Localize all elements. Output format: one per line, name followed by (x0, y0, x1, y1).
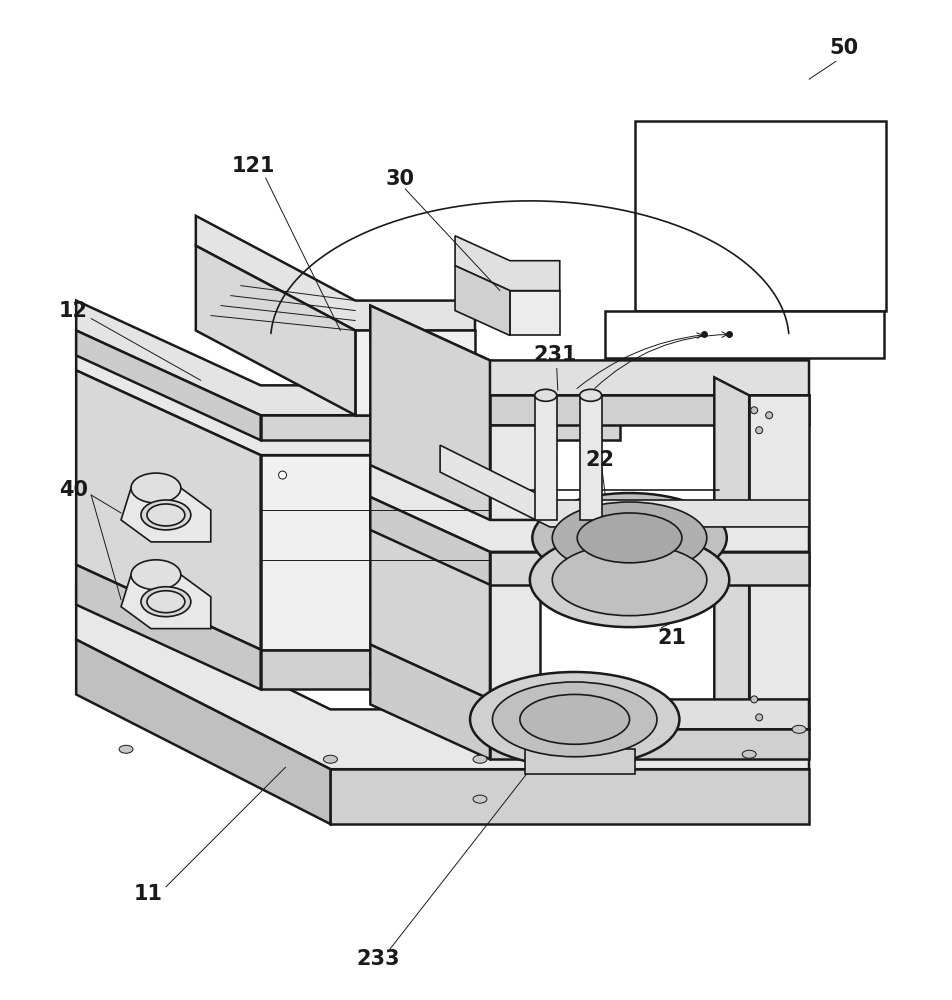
Bar (605, 311, 883, 358)
Bar (535, 395, 557, 520)
Ellipse shape (279, 471, 287, 479)
Ellipse shape (751, 407, 758, 414)
Polygon shape (490, 552, 809, 585)
Bar (525, 749, 635, 774)
Text: 12: 12 (59, 301, 88, 321)
Polygon shape (714, 377, 749, 729)
Ellipse shape (535, 389, 557, 401)
Ellipse shape (147, 504, 185, 526)
Ellipse shape (552, 544, 706, 616)
Polygon shape (490, 395, 809, 425)
Ellipse shape (473, 755, 487, 763)
Text: 22: 22 (585, 450, 614, 470)
Ellipse shape (119, 745, 133, 753)
Polygon shape (261, 650, 490, 689)
Polygon shape (121, 488, 210, 542)
Ellipse shape (792, 725, 806, 733)
Text: 21: 21 (657, 628, 686, 648)
Polygon shape (749, 395, 809, 729)
Polygon shape (76, 370, 261, 650)
Polygon shape (196, 246, 355, 415)
Ellipse shape (743, 750, 756, 758)
Polygon shape (76, 301, 620, 415)
Ellipse shape (141, 500, 190, 530)
Ellipse shape (147, 591, 185, 613)
Polygon shape (76, 330, 261, 440)
Ellipse shape (324, 755, 337, 763)
Ellipse shape (530, 532, 729, 627)
Polygon shape (370, 306, 809, 395)
Polygon shape (76, 585, 809, 769)
Bar (580, 395, 602, 520)
Ellipse shape (765, 412, 773, 419)
Text: 121: 121 (232, 156, 275, 176)
Ellipse shape (141, 587, 190, 617)
Bar (635, 121, 885, 311)
Polygon shape (370, 645, 809, 729)
Polygon shape (455, 236, 560, 291)
Text: 30: 30 (386, 169, 415, 189)
Ellipse shape (751, 696, 758, 703)
Polygon shape (440, 445, 809, 527)
Polygon shape (76, 640, 330, 824)
Ellipse shape (131, 473, 181, 503)
Polygon shape (355, 330, 475, 415)
Polygon shape (490, 425, 540, 729)
Polygon shape (121, 575, 210, 629)
Text: 11: 11 (133, 884, 163, 904)
Text: 50: 50 (829, 38, 859, 58)
Ellipse shape (131, 560, 181, 590)
Ellipse shape (552, 502, 706, 574)
Polygon shape (76, 565, 261, 689)
Polygon shape (455, 266, 510, 335)
Ellipse shape (577, 513, 682, 563)
Text: 40: 40 (59, 480, 88, 500)
Polygon shape (261, 415, 620, 440)
Ellipse shape (532, 493, 726, 583)
Ellipse shape (492, 682, 657, 757)
Polygon shape (330, 769, 809, 824)
Polygon shape (370, 497, 490, 585)
Polygon shape (370, 645, 490, 759)
Polygon shape (490, 729, 809, 759)
Ellipse shape (520, 694, 629, 744)
Polygon shape (196, 216, 475, 330)
Polygon shape (510, 291, 560, 335)
Ellipse shape (756, 714, 763, 721)
Text: 231: 231 (533, 345, 577, 365)
Polygon shape (370, 465, 809, 552)
Polygon shape (76, 335, 490, 455)
Text: 233: 233 (357, 949, 400, 969)
Ellipse shape (580, 389, 602, 401)
Ellipse shape (473, 795, 487, 803)
Ellipse shape (756, 427, 763, 434)
Polygon shape (261, 455, 490, 650)
Ellipse shape (470, 672, 680, 767)
Polygon shape (370, 306, 490, 729)
